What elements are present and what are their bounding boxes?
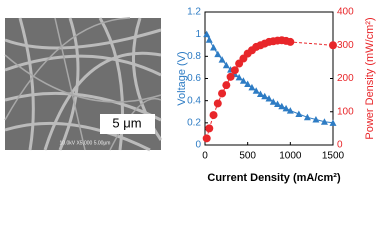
voltage-marker bbox=[256, 90, 264, 98]
y2-tick-label: 200 bbox=[337, 73, 354, 84]
y2-tick-label: 300 bbox=[337, 40, 354, 51]
voltage-marker bbox=[203, 30, 211, 38]
chart: 0 500 1000 150000.20.40.60.811.201002003004… bbox=[176, 7, 376, 184]
voltage-marker bbox=[295, 110, 303, 117]
voltage-marker bbox=[214, 50, 222, 58]
y2-tick-label: 0 bbox=[337, 140, 343, 151]
x-tick-label: 1000 bbox=[279, 151, 302, 162]
y2-tick-label: 400 bbox=[337, 7, 354, 18]
x-tick-label: 500 bbox=[239, 151, 256, 162]
voltage-marker bbox=[205, 36, 213, 43]
power-marker bbox=[202, 134, 211, 143]
sem-caption: 10.0kV X5,000 5.00μm bbox=[60, 140, 111, 146]
power-marker bbox=[218, 89, 227, 98]
voltage-marker bbox=[286, 107, 294, 114]
voltage-marker bbox=[278, 102, 286, 110]
x-tick-label: 1500 bbox=[322, 151, 345, 162]
y2-axis-label: Power Density (mW/cm²) bbox=[364, 17, 376, 139]
voltage-marker bbox=[248, 83, 256, 91]
power-marker bbox=[230, 66, 239, 75]
power-marker bbox=[286, 37, 295, 46]
power-marker bbox=[209, 111, 218, 120]
voltage-marker bbox=[210, 43, 218, 51]
voltage-marker bbox=[274, 100, 282, 107]
y-tick-label: 0.8 bbox=[187, 51, 201, 62]
series-line bbox=[206, 39, 334, 139]
voltage-marker bbox=[222, 61, 230, 69]
y-tick-label: 0.2 bbox=[187, 117, 201, 128]
scale-label: 5 μm bbox=[112, 115, 141, 130]
voltage-marker bbox=[312, 116, 320, 123]
fibers-thin bbox=[4, 17, 162, 151]
voltage-marker bbox=[320, 118, 328, 125]
scale-box bbox=[100, 114, 155, 134]
voltage-marker bbox=[252, 87, 260, 94]
plot-frame bbox=[204, 11, 334, 146]
voltage-marker bbox=[303, 113, 311, 121]
power-marker bbox=[222, 81, 231, 90]
power-marker bbox=[213, 99, 222, 108]
figure: 5 μm 10.0kV X5,000 5.00μm 0 500 1000 150000… bbox=[4, 7, 376, 184]
voltage-marker bbox=[261, 92, 269, 100]
voltage-marker bbox=[282, 104, 290, 112]
y-tick-label: 0.4 bbox=[187, 95, 201, 106]
micrograph: 5 μm 10.0kV X5,000 5.00μm bbox=[4, 17, 163, 152]
y2-tick-label: 100 bbox=[337, 106, 354, 117]
power-marker bbox=[329, 41, 337, 50]
y-axis-label: Voltage (V) bbox=[176, 51, 188, 105]
y-tick-label: 1.2 bbox=[187, 7, 201, 18]
voltage-marker bbox=[239, 77, 247, 84]
power-marker bbox=[226, 72, 235, 81]
voltage-marker bbox=[235, 73, 243, 81]
power-marker bbox=[205, 124, 214, 133]
series-line bbox=[206, 33, 334, 124]
voltage-marker bbox=[218, 56, 226, 63]
x-axis-label: Current Density (mA/cm²) bbox=[207, 172, 341, 184]
y-tick-label: 1 bbox=[195, 29, 201, 40]
voltage-marker bbox=[265, 94, 273, 102]
voltage-marker bbox=[269, 98, 277, 105]
voltage-marker bbox=[244, 80, 252, 88]
y-tick-label: 0.6 bbox=[187, 73, 201, 84]
x-tick-label: 0 bbox=[202, 151, 208, 162]
y-tick-label: 0 bbox=[195, 140, 201, 151]
voltage-marker bbox=[329, 119, 337, 126]
